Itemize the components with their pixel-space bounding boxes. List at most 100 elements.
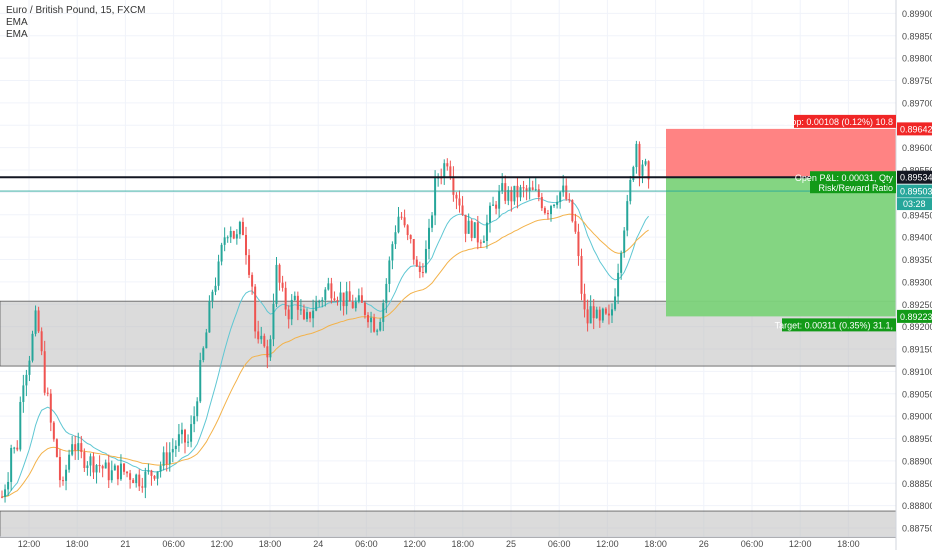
price-tick-label: 0.89150 bbox=[902, 345, 932, 355]
price-axis[interactable]: 0.89900 0.89850 0.89800 0.89750 0.89700 0.896… bbox=[895, 0, 932, 550]
candle-body bbox=[80, 443, 83, 453]
candle-body bbox=[284, 287, 287, 310]
candle-body bbox=[275, 264, 278, 304]
candle-body bbox=[415, 259, 418, 267]
candle-body bbox=[626, 201, 629, 231]
candle-body bbox=[4, 489, 7, 497]
candle-body bbox=[595, 309, 598, 319]
time-tick-label: 21 bbox=[120, 539, 130, 549]
price-tick-label: 0.89350 bbox=[902, 255, 932, 265]
target-label-bg bbox=[782, 318, 896, 332]
candle-body bbox=[345, 291, 348, 307]
candle-body bbox=[296, 295, 299, 310]
time-tick-label: 12:00 bbox=[596, 539, 619, 549]
candle-body bbox=[49, 393, 52, 423]
key-level-lines bbox=[0, 176, 896, 192]
candle-body bbox=[217, 261, 220, 286]
candle-body bbox=[241, 221, 244, 235]
candle-body bbox=[135, 474, 138, 484]
candle-body bbox=[281, 282, 284, 288]
candle-body bbox=[556, 201, 559, 205]
candle-body bbox=[315, 301, 318, 311]
candle-body bbox=[129, 473, 132, 480]
candle-body bbox=[278, 264, 281, 283]
candle-body bbox=[110, 470, 113, 481]
price-tick-label: 0.89700 bbox=[902, 98, 932, 108]
candle-body bbox=[400, 216, 403, 218]
candle-body bbox=[132, 479, 135, 484]
time-axis[interactable]: 12:00 18:00 21 06:00 12:00 18:00 24 06:00 12:00 1… bbox=[0, 536, 896, 549]
candle-body bbox=[510, 189, 513, 202]
ema-indicator-label[interactable]: EMA bbox=[6, 29, 28, 40]
time-tick-label: 18:00 bbox=[66, 539, 89, 549]
short-position-tool[interactable] bbox=[666, 128, 896, 317]
candle-body bbox=[617, 272, 620, 297]
candle-body bbox=[13, 447, 16, 449]
price-tick-label: 0.89000 bbox=[902, 412, 932, 422]
candle-body bbox=[409, 235, 412, 240]
candle-body bbox=[479, 242, 482, 244]
candle-body bbox=[574, 221, 577, 232]
time-tick-label: 26 bbox=[699, 539, 709, 549]
price-tick-label: 0.88900 bbox=[902, 456, 932, 466]
candle-body bbox=[187, 441, 190, 443]
candle-body bbox=[363, 302, 366, 315]
candle-body bbox=[19, 401, 22, 450]
candle-body bbox=[431, 215, 434, 228]
ema-indicator-label[interactable]: EMA bbox=[6, 17, 28, 28]
candle-body bbox=[211, 291, 214, 302]
ema-slow-line bbox=[1, 213, 649, 498]
price-tick-label: 0.89200 bbox=[902, 322, 932, 332]
position-labels: 0.89642 0.89534 0.89503 03:28 0.89223 Stop: 0… bbox=[775, 114, 932, 332]
candle-body bbox=[202, 348, 205, 361]
candle-body bbox=[598, 309, 601, 321]
candle-body bbox=[159, 465, 162, 472]
candle-body bbox=[589, 306, 592, 324]
candle-body bbox=[229, 231, 232, 238]
candle-body bbox=[421, 271, 424, 273]
candle-body bbox=[385, 283, 388, 304]
candle-body bbox=[31, 333, 34, 361]
candle-body bbox=[537, 189, 540, 197]
time-tick-label: 18:00 bbox=[837, 539, 860, 549]
time-tick-label: 18:00 bbox=[644, 539, 667, 549]
candle-body bbox=[193, 416, 196, 425]
candle-body bbox=[37, 310, 40, 332]
candle-body bbox=[412, 239, 415, 260]
candle-body bbox=[434, 177, 437, 216]
stop-label-bg bbox=[794, 114, 896, 128]
candle-body bbox=[238, 221, 241, 235]
candle-body bbox=[190, 424, 193, 442]
candle-body bbox=[373, 317, 376, 332]
candle-body bbox=[235, 234, 238, 239]
candle-body bbox=[501, 183, 504, 192]
candle-body bbox=[89, 456, 92, 466]
candle-body bbox=[632, 167, 635, 180]
price-tick-label: 0.89800 bbox=[902, 54, 932, 64]
candle-body bbox=[312, 310, 315, 319]
candle-body bbox=[601, 308, 604, 321]
candle-body bbox=[144, 471, 147, 488]
candle-body bbox=[571, 199, 574, 222]
time-tick-label: 18:00 bbox=[452, 539, 475, 549]
candle-body bbox=[34, 310, 37, 334]
candle-body bbox=[382, 303, 385, 322]
candle-body bbox=[333, 298, 336, 301]
candle-body bbox=[546, 213, 549, 215]
price-tick-label: 0.89050 bbox=[902, 389, 932, 399]
price-tick-label: 0.88750 bbox=[902, 524, 932, 534]
candle-body bbox=[205, 332, 208, 349]
candle-body bbox=[272, 303, 275, 340]
candle-body bbox=[635, 143, 638, 168]
candle-body bbox=[394, 232, 397, 245]
candle-body bbox=[266, 346, 269, 358]
candle-body bbox=[177, 434, 180, 446]
candle-body bbox=[150, 470, 153, 476]
pnl-label: Risk/Reward Ratio bbox=[818, 183, 893, 193]
target-price-tag: 0.89223 bbox=[900, 312, 932, 322]
candle-body bbox=[492, 204, 495, 206]
candle-body bbox=[168, 452, 171, 465]
price-tick-label: 0.88850 bbox=[902, 479, 932, 489]
candle-body bbox=[83, 452, 86, 468]
